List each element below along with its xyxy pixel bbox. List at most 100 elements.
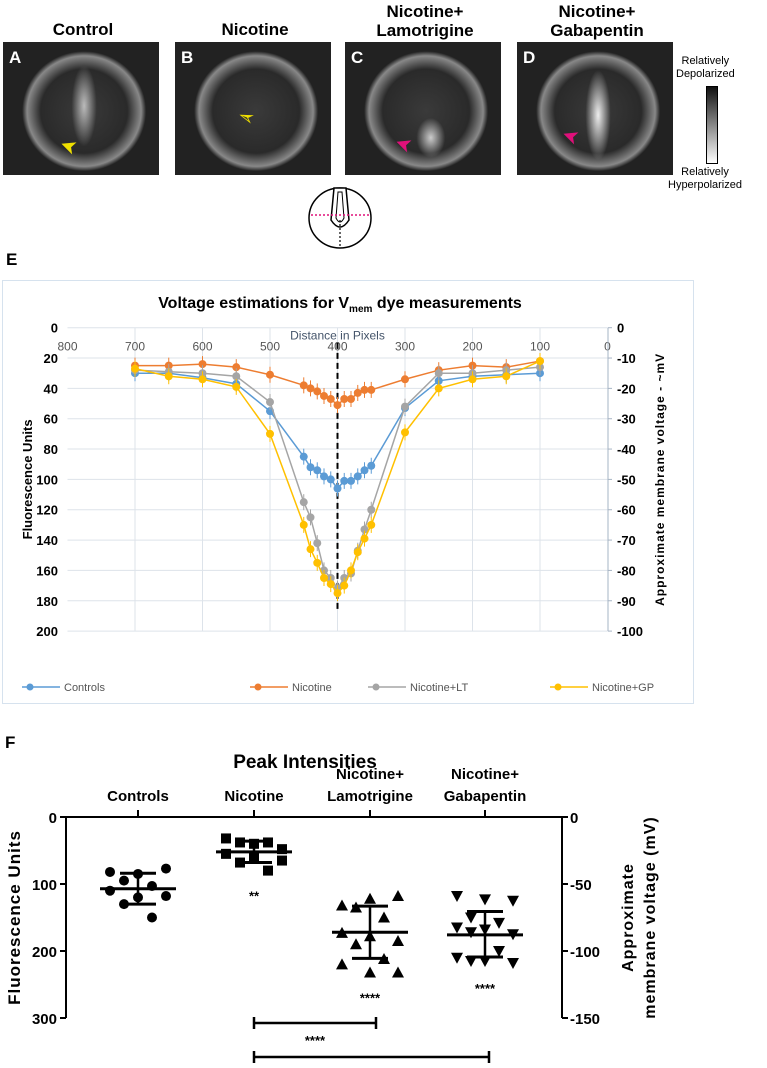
legend-label: Nicotine	[292, 682, 332, 694]
x-tick-label: 100	[530, 340, 550, 354]
data-point	[340, 581, 349, 590]
data-point	[353, 472, 362, 481]
data-point	[392, 890, 404, 902]
chart-e: Voltage estimations for Vmem dye measure…	[20, 295, 667, 694]
data-point	[493, 917, 505, 929]
y-tick-label: 100	[36, 472, 58, 487]
y2-tick-label: -60	[617, 503, 636, 518]
data-point	[299, 381, 308, 390]
data-point	[333, 589, 342, 598]
significance-label: **	[249, 889, 260, 904]
data-point	[119, 875, 129, 886]
chart-e-frame	[2, 280, 694, 704]
panel-letter: C	[351, 48, 364, 67]
category-label-line: Nicotine+	[336, 766, 404, 783]
data-point	[401, 402, 409, 411]
data-point	[340, 476, 349, 485]
data-point	[333, 484, 342, 493]
data-point	[364, 966, 376, 978]
data-point	[353, 548, 362, 557]
data-point	[468, 375, 477, 384]
data-point	[105, 866, 115, 877]
y2-tick-label: -30	[617, 412, 636, 427]
legend-label: Controls	[64, 682, 105, 694]
data-point	[299, 520, 308, 529]
data-point	[364, 892, 376, 904]
x-tick-label: 600	[192, 340, 212, 354]
data-point	[232, 372, 241, 381]
y-tick-label: 180	[36, 594, 58, 609]
category-label: Nicotine+ Lamotrigine	[327, 766, 413, 805]
data-point	[333, 401, 342, 410]
data-point	[232, 382, 241, 391]
colorbar-top-label: Relatively Depolarized	[676, 55, 735, 80]
data-point	[198, 360, 207, 369]
chart-f: Peak Intensities 0 100 200 300 0 -50 -100 -150 Fl…	[5, 752, 659, 1068]
data-point	[493, 946, 505, 957]
data-point	[451, 922, 463, 934]
y2-tick-label: -50	[570, 877, 592, 894]
data-point	[350, 938, 362, 950]
data-point	[313, 466, 322, 475]
y2-tick-label: -40	[617, 442, 636, 457]
data-point	[299, 498, 308, 507]
y-tick-label: 100	[32, 877, 57, 894]
data-point	[347, 476, 355, 485]
data-point	[198, 375, 207, 384]
y-tick-label: 140	[36, 533, 58, 548]
data-point	[263, 865, 273, 876]
data-point	[536, 357, 544, 366]
data-point	[392, 934, 404, 946]
panel-title: Nicotine	[221, 20, 289, 39]
chart-title: Voltage estimations for Vmem dye measure…	[158, 295, 522, 315]
data-point	[326, 394, 335, 403]
data-point	[360, 466, 369, 475]
category-label: Controls	[107, 788, 169, 805]
panel-letter-e: E	[6, 250, 18, 269]
data-point	[347, 394, 355, 403]
data-point	[266, 429, 274, 438]
data-point	[306, 463, 315, 472]
data-point	[465, 927, 477, 939]
embryo-image-a: A ➤	[3, 42, 159, 175]
data-point	[266, 398, 274, 407]
data-point	[232, 363, 241, 372]
y2-axis-label: Approximate membrane voltage - ~mV	[653, 353, 667, 606]
data-point	[131, 364, 139, 373]
data-point	[277, 855, 287, 866]
panel-title: Nicotine+ Lamotrigine	[376, 2, 474, 40]
data-point	[306, 513, 315, 522]
data-point	[502, 372, 511, 381]
y-tick-label: 0	[49, 810, 57, 827]
y-tick-label: 60	[44, 412, 58, 427]
colorbar-bottom-label: Relatively Hyperpolarized	[668, 166, 742, 191]
arrowhead-icon: ➤	[558, 122, 583, 150]
data-point	[360, 525, 369, 534]
data-point	[277, 844, 287, 855]
y-tick-label: 300	[32, 1011, 57, 1028]
category-label-line: Nicotine+	[451, 766, 519, 783]
y2-tick-label: -150	[570, 1011, 600, 1028]
chart-title: Peak Intensities	[233, 752, 377, 773]
data-point	[336, 958, 348, 970]
data-point	[320, 472, 328, 481]
data-point	[313, 558, 322, 567]
panel-title: Control	[52, 20, 114, 39]
legend-marker	[372, 683, 380, 691]
data-point	[147, 912, 157, 923]
data-point	[392, 966, 404, 978]
y2-tick-label: -70	[617, 533, 636, 548]
panel-letter: B	[181, 48, 194, 67]
x-tick-label: 700	[125, 340, 145, 354]
data-point	[367, 385, 376, 394]
y-axis-label: Fluorescence Units	[20, 419, 35, 539]
data-point	[326, 580, 335, 589]
data-point	[326, 475, 335, 484]
data-point	[507, 958, 519, 970]
x-tick-label: 500	[260, 340, 280, 354]
y-tick-label: 40	[44, 381, 58, 396]
category-label-line: Lamotrigine	[327, 788, 413, 805]
y2-tick-label: -10	[617, 351, 636, 366]
y2-tick-label: -80	[617, 563, 636, 578]
data-point	[313, 539, 322, 548]
